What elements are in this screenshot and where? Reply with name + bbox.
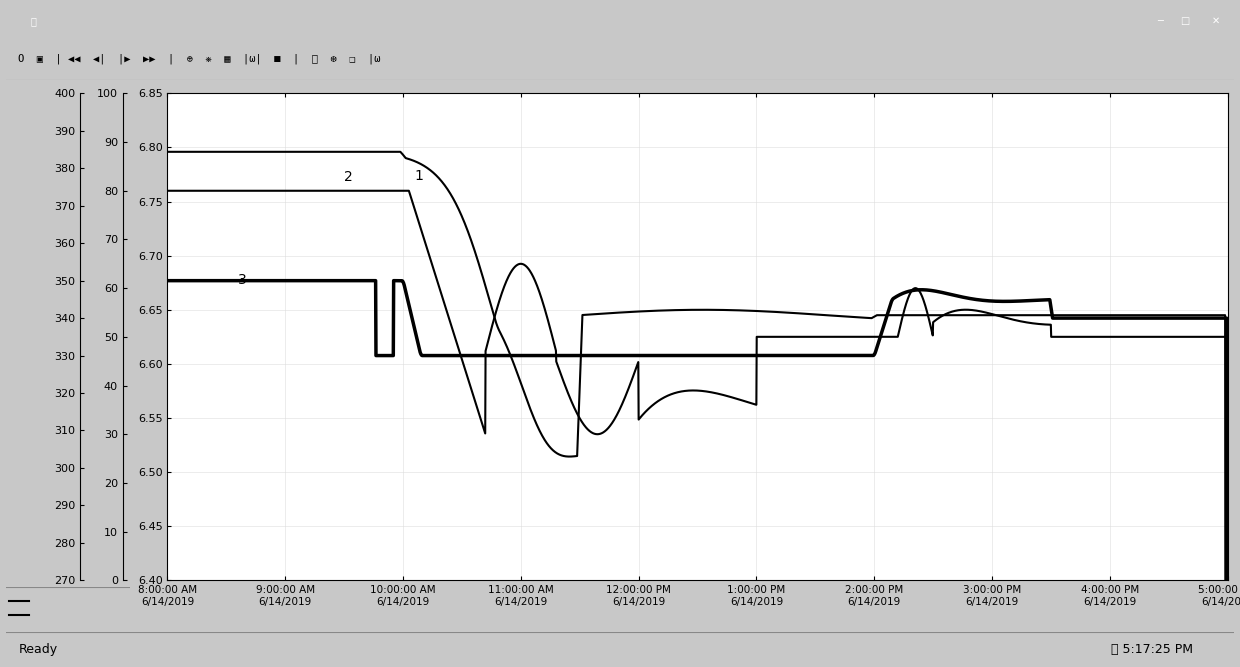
- Text: ─: ─: [1157, 16, 1163, 25]
- Text: 🗔: 🗔: [31, 16, 43, 25]
- Text: Ready: Ready: [19, 643, 57, 656]
- Text: 2: 2: [343, 170, 353, 184]
- Text: 3: 3: [238, 273, 247, 287]
- Text: O  ▣  | ◀◀  ◀|  |▶  ▶▶  |  ⊕  ❋  ▦  |ω|  ■  |  ⎙  ❆  ❑  |ω: O ▣ | ◀◀ ◀| |▶ ▶▶ | ⊕ ❋ ▦ |ω| ■ | ⎙ ❆ ❑ …: [19, 53, 381, 63]
- Text: □: □: [1180, 16, 1189, 25]
- Text: 1: 1: [414, 169, 424, 183]
- Text: ✕: ✕: [1211, 16, 1219, 25]
- Text: 🖥 5:17:25 PM: 🖥 5:17:25 PM: [1111, 643, 1193, 656]
